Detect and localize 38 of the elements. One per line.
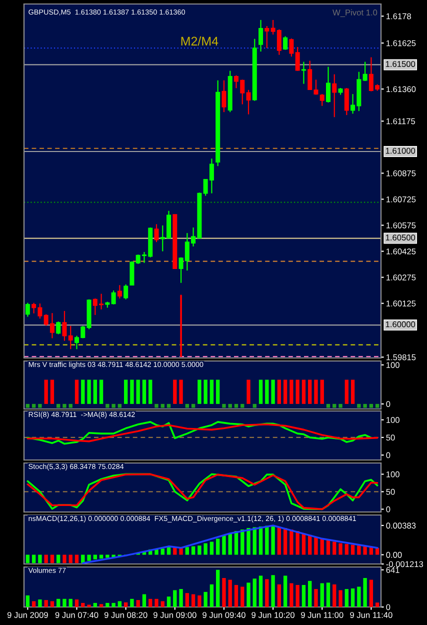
x-tick-label: 9 Jun 10:20 xyxy=(252,612,294,618)
x-tick-label: 9 Jun 09:40 xyxy=(202,612,246,618)
y-tick-label: 1.61625 xyxy=(386,40,416,46)
y-tick-label: 100 xyxy=(386,417,400,423)
y-tick-label: 1.60275 xyxy=(386,274,416,280)
x-tick-label: 9 Jun 2009 xyxy=(7,612,48,618)
annotation: W_Pivot 1.0 xyxy=(332,9,378,18)
y-tick-label: 641 xyxy=(386,567,400,573)
y-tick-label: 1.61175 xyxy=(386,118,416,124)
annotation: M2/M4 xyxy=(181,36,218,46)
x-tick-label: 9 Jun 11:40 xyxy=(350,612,392,618)
y-tick-label: 1.60875 xyxy=(386,170,416,176)
ref-line-label: 1.61500 xyxy=(386,61,416,67)
y-tick-label: 1.59815 xyxy=(386,354,416,360)
y-tick-label: 1.60125 xyxy=(386,300,416,306)
y-tick-label: 1.60575 xyxy=(386,222,416,228)
y-tick-label: 1.60725 xyxy=(386,196,416,202)
x-tick-label: 9 Jun 08:20 xyxy=(104,612,148,618)
y-tick-label: 0 xyxy=(386,604,390,610)
y-tick-label: 50 xyxy=(386,488,395,495)
y-tick-label: -0.001213 xyxy=(386,561,424,568)
y-tick-label: 1.60425 xyxy=(386,248,416,254)
y-tick-label: 0 xyxy=(386,506,390,512)
y-tick-label: 0 xyxy=(386,401,390,408)
y-tick-label: 1.6178 xyxy=(386,13,411,20)
ref-line-label: 1.60500 xyxy=(386,234,416,240)
x-tick-label: 9 Jun 09:00 xyxy=(154,612,196,618)
y-tick-label: 0.00 xyxy=(386,552,402,558)
x-tick-label: 9 Jun 07:40 xyxy=(55,612,98,618)
y-tick-label: 50 xyxy=(386,434,395,441)
x-tick-label: 9 Jun 11:00 xyxy=(301,612,344,618)
y-tick-label: 0 xyxy=(386,452,390,458)
ref-line-label: 1.60000 xyxy=(386,321,416,328)
y-tick-label: 1.61360 xyxy=(386,86,416,92)
y-tick-label: 100 xyxy=(386,362,400,368)
ref-line-label: 1.61000 xyxy=(386,148,416,154)
y-tick-label: 100 xyxy=(386,471,400,478)
y-tick-label: 0.00383 xyxy=(386,522,416,529)
